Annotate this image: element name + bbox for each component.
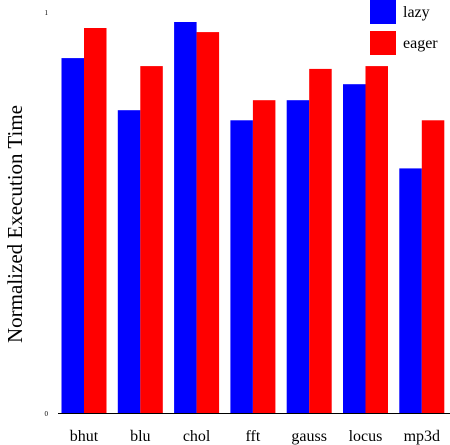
x-tick-label: blu [130,428,150,445]
bar-eager-mp3d [421,120,445,414]
legend-swatch-lazy [370,0,396,24]
bar-eager-chol [196,32,220,413]
bar-eager-fft [252,100,276,413]
legend-label-eager: eager [403,35,438,52]
y-tick-label: 1 [45,9,49,17]
bar-lazy-locus [343,84,366,413]
bar-lazy-bhut [61,58,84,413]
bar-eager-locus [365,66,388,413]
x-tick-label: locus [349,428,383,445]
legend-label-lazy: lazy [403,4,430,21]
y-tick-label: 0 [45,410,49,418]
bar-lazy-gauss [286,100,310,413]
bar-lazy-blu [117,110,141,413]
x-tick-label: mp3d [404,428,440,445]
y-tick-labels: 01 [45,9,49,418]
x-tick-label: fft [245,428,260,445]
legend-swatch-eager [370,31,396,55]
bars-layer [61,22,445,414]
bar-lazy-chol [174,22,197,413]
bar-eager-gauss [309,68,332,414]
x-tick-label: gauss [291,428,327,445]
bar-lazy-mp3d [399,168,422,413]
bar-eager-bhut [84,28,107,413]
bar-lazy-fft [230,120,253,414]
x-tick-label: bhut [70,428,99,445]
bar-eager-blu [140,66,163,413]
y-axis-label: Normalized Execution Time [3,105,27,343]
legend: lazy eager [370,0,438,55]
x-tick-label: chol [183,428,211,445]
x-tick-labels: bhut blu chol fft gauss locus mp3d [70,428,440,445]
